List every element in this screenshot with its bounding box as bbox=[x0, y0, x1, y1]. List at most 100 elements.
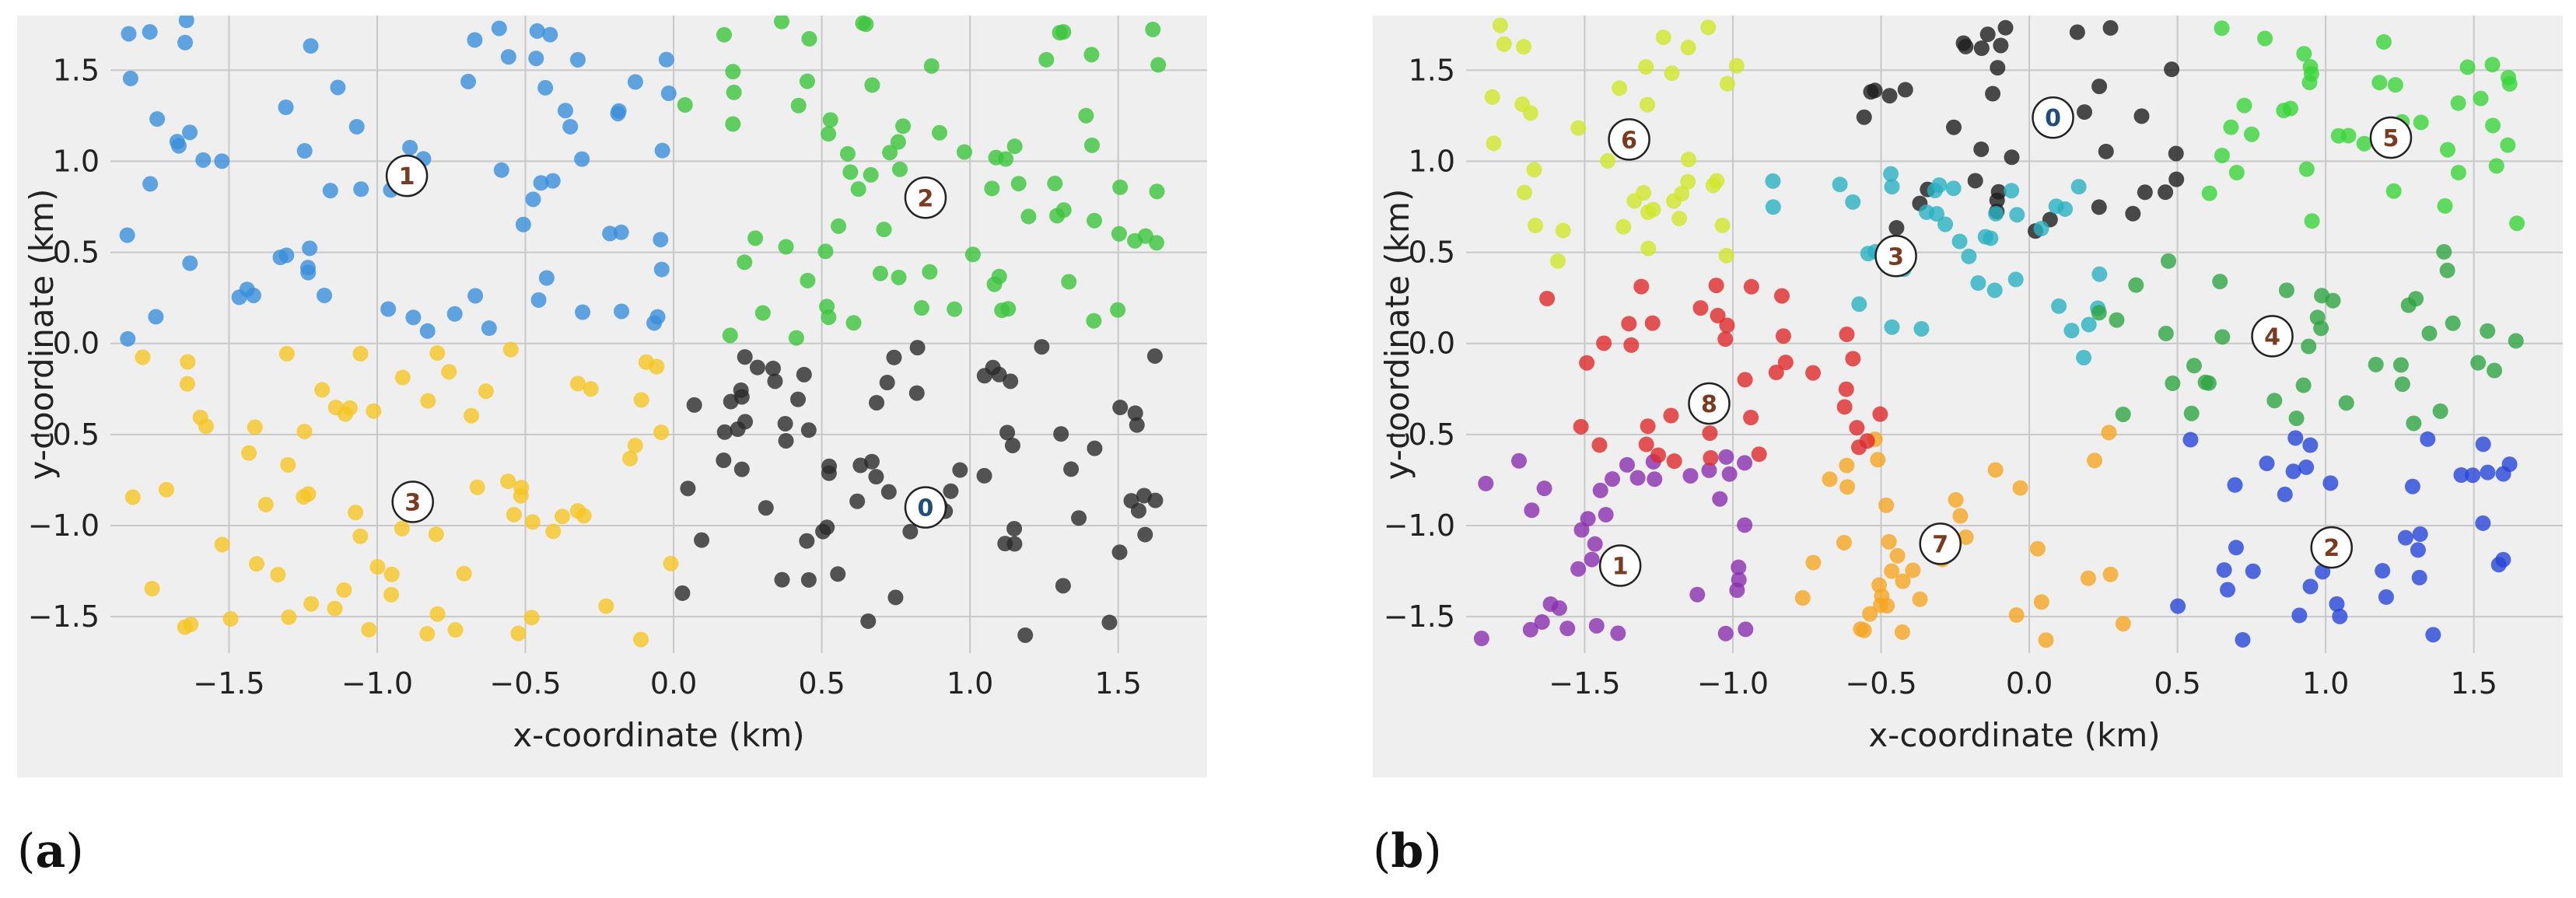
data-point bbox=[180, 354, 196, 370]
data-point bbox=[394, 369, 411, 386]
x-axis-label: x-coordinate (km) bbox=[513, 716, 804, 754]
data-point bbox=[2101, 425, 2117, 441]
data-point bbox=[985, 359, 1001, 376]
centroid-2: 2 bbox=[2310, 526, 2354, 569]
data-point bbox=[1987, 462, 2004, 478]
data-point bbox=[882, 145, 898, 161]
data-point bbox=[1851, 296, 1867, 313]
data-point bbox=[179, 376, 195, 392]
x-tick-label: −1.0 bbox=[1697, 666, 1769, 701]
centroid-label: 8 bbox=[1701, 391, 1717, 418]
centroid-label: 5 bbox=[2383, 125, 2399, 152]
data-point bbox=[2484, 57, 2501, 73]
data-point bbox=[2313, 320, 2329, 337]
data-point bbox=[1592, 482, 1608, 498]
data-point bbox=[2450, 95, 2466, 111]
data-point bbox=[2425, 627, 2441, 643]
data-point bbox=[460, 73, 477, 89]
y-tick-label: 0.0 bbox=[53, 327, 100, 361]
data-point bbox=[1839, 457, 1855, 473]
data-point bbox=[502, 341, 519, 358]
cluster-2-points bbox=[677, 16, 1167, 346]
data-point bbox=[774, 571, 790, 588]
data-point bbox=[1979, 26, 1996, 43]
data-point bbox=[361, 621, 377, 638]
data-point bbox=[880, 484, 897, 500]
data-point bbox=[1895, 573, 1911, 589]
y-axis-label: y-coordinate (km) bbox=[23, 189, 61, 480]
data-point bbox=[322, 183, 338, 199]
data-point bbox=[429, 606, 446, 622]
data-point bbox=[1884, 179, 1900, 195]
data-point bbox=[366, 403, 382, 419]
data-point bbox=[754, 305, 771, 321]
data-point bbox=[513, 480, 530, 496]
y-tick-label: −0.5 bbox=[1384, 418, 1455, 452]
data-point bbox=[1145, 21, 1161, 37]
data-point bbox=[2168, 171, 2185, 187]
y-axis-label: y-coordinate (km) bbox=[1378, 189, 1416, 480]
data-point bbox=[2033, 594, 2049, 610]
data-point bbox=[2371, 75, 2388, 91]
data-point bbox=[1973, 40, 1990, 56]
centroid-label: 3 bbox=[404, 490, 421, 517]
data-point bbox=[891, 161, 908, 177]
data-point bbox=[1555, 222, 1571, 239]
data-point bbox=[796, 366, 812, 383]
data-point bbox=[303, 38, 319, 54]
data-point bbox=[1063, 461, 1080, 477]
data-point bbox=[2387, 77, 2403, 93]
data-point bbox=[528, 51, 544, 67]
data-point bbox=[469, 479, 485, 495]
data-point bbox=[554, 508, 570, 525]
data-point bbox=[119, 227, 135, 243]
data-point bbox=[195, 152, 212, 168]
data-point bbox=[1856, 109, 1872, 125]
data-point bbox=[1526, 162, 1542, 178]
centroid-3: 3 bbox=[1874, 235, 1917, 278]
data-point bbox=[327, 600, 343, 617]
data-point bbox=[1709, 173, 1725, 189]
centroid-label: 2 bbox=[918, 185, 934, 212]
data-point bbox=[1839, 479, 1856, 495]
data-point bbox=[1147, 492, 1164, 508]
data-point bbox=[800, 571, 817, 588]
data-point bbox=[182, 124, 198, 141]
data-point bbox=[158, 481, 174, 498]
centroid-marker bbox=[2032, 96, 2074, 139]
data-point bbox=[1638, 59, 1654, 75]
data-point bbox=[730, 421, 746, 438]
data-point bbox=[1671, 210, 1688, 226]
data-point bbox=[1645, 201, 1661, 218]
data-point bbox=[569, 51, 586, 68]
data-point bbox=[943, 483, 959, 499]
data-point bbox=[1588, 617, 1605, 634]
data-point bbox=[2009, 207, 2025, 223]
y-tick-label: 1.5 bbox=[1409, 53, 1455, 87]
data-point bbox=[2214, 20, 2230, 37]
data-point bbox=[677, 96, 693, 113]
data-point bbox=[1522, 621, 1538, 638]
data-point bbox=[317, 287, 333, 303]
data-point bbox=[998, 151, 1014, 167]
data-point bbox=[1146, 348, 1163, 364]
data-point bbox=[1559, 620, 1576, 637]
data-point bbox=[872, 265, 888, 281]
data-point bbox=[1717, 331, 1734, 348]
data-point bbox=[239, 281, 255, 298]
data-point bbox=[1087, 440, 1103, 456]
data-point bbox=[467, 32, 483, 48]
data-point bbox=[1775, 328, 1791, 344]
data-point bbox=[1888, 220, 1905, 236]
data-point bbox=[1536, 480, 1552, 497]
data-point bbox=[2236, 97, 2252, 114]
data-point bbox=[1111, 225, 1127, 242]
x-axis-label: x-coordinate (km) bbox=[1868, 716, 2160, 754]
data-point bbox=[575, 304, 591, 320]
data-point bbox=[281, 609, 297, 625]
y-tick-label: 1.0 bbox=[1409, 144, 1455, 178]
data-point bbox=[383, 566, 400, 582]
data-point bbox=[1047, 175, 1063, 191]
data-point bbox=[627, 438, 643, 454]
data-point bbox=[1836, 534, 1852, 550]
